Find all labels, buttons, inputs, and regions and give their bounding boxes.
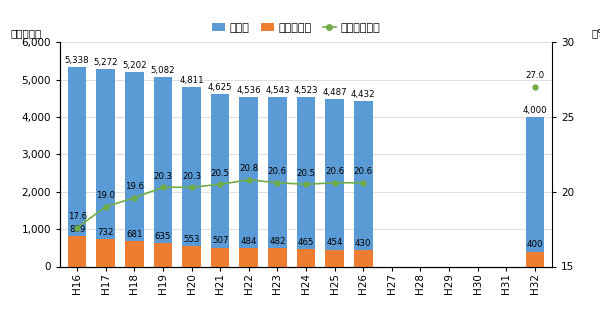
Bar bbox=[154, 77, 172, 266]
Text: 553: 553 bbox=[184, 235, 200, 244]
Text: 507: 507 bbox=[212, 237, 229, 245]
Text: 20.6: 20.6 bbox=[325, 167, 344, 176]
Text: 20.6: 20.6 bbox=[268, 167, 287, 176]
Text: 635: 635 bbox=[155, 232, 171, 241]
Text: 19.6: 19.6 bbox=[125, 182, 144, 191]
Text: 4,536: 4,536 bbox=[236, 86, 261, 95]
Text: 20.3: 20.3 bbox=[182, 172, 201, 181]
Bar bbox=[125, 241, 143, 266]
Legend: 排出量, 最終処分量, リサイクル率: 排出量, 最終処分量, リサイクル率 bbox=[208, 19, 385, 38]
Text: 20.5: 20.5 bbox=[296, 169, 316, 177]
Bar bbox=[182, 246, 201, 266]
Text: 732: 732 bbox=[98, 228, 114, 237]
Text: 484: 484 bbox=[241, 237, 257, 246]
Bar bbox=[154, 243, 172, 266]
Text: 5,082: 5,082 bbox=[151, 66, 175, 74]
Bar bbox=[239, 248, 258, 266]
Bar bbox=[97, 70, 115, 266]
Text: 20.6: 20.6 bbox=[353, 167, 373, 176]
Text: 20.3: 20.3 bbox=[154, 172, 173, 181]
Bar bbox=[239, 97, 258, 266]
Text: 465: 465 bbox=[298, 238, 314, 247]
Bar bbox=[526, 252, 544, 266]
Text: 681: 681 bbox=[126, 230, 143, 239]
Bar bbox=[97, 239, 115, 266]
Text: 4,523: 4,523 bbox=[293, 86, 319, 96]
Text: （万トン）: （万トン） bbox=[11, 28, 42, 38]
Text: 400: 400 bbox=[527, 240, 543, 250]
Bar bbox=[182, 87, 201, 266]
Text: 4,000: 4,000 bbox=[523, 106, 547, 115]
Bar bbox=[297, 98, 315, 266]
Text: 4,543: 4,543 bbox=[265, 86, 290, 95]
Text: （%）: （%） bbox=[592, 28, 600, 38]
Text: 4,811: 4,811 bbox=[179, 76, 204, 84]
Text: 4,432: 4,432 bbox=[351, 90, 376, 99]
Text: 4,625: 4,625 bbox=[208, 83, 232, 92]
Bar bbox=[526, 117, 544, 266]
Text: 430: 430 bbox=[355, 240, 371, 248]
Bar bbox=[211, 248, 229, 266]
Bar bbox=[297, 249, 315, 266]
Bar bbox=[268, 249, 287, 266]
Text: 17.6: 17.6 bbox=[68, 212, 87, 221]
Text: 454: 454 bbox=[326, 239, 343, 247]
Bar bbox=[211, 94, 229, 266]
Bar bbox=[354, 251, 373, 266]
Bar bbox=[125, 72, 143, 266]
Text: 809: 809 bbox=[69, 225, 85, 234]
Bar bbox=[68, 67, 86, 266]
Text: 19.0: 19.0 bbox=[96, 191, 115, 200]
Text: 482: 482 bbox=[269, 238, 286, 246]
Text: 5,202: 5,202 bbox=[122, 61, 146, 70]
Text: 27.0: 27.0 bbox=[525, 72, 544, 80]
Bar bbox=[325, 99, 344, 266]
Text: 20.8: 20.8 bbox=[239, 164, 259, 173]
Bar bbox=[68, 236, 86, 266]
Bar bbox=[325, 250, 344, 266]
Text: 5,272: 5,272 bbox=[94, 58, 118, 67]
Text: 4,487: 4,487 bbox=[322, 88, 347, 97]
Text: 20.5: 20.5 bbox=[211, 169, 230, 177]
Text: 5,338: 5,338 bbox=[65, 56, 89, 65]
Bar bbox=[354, 101, 373, 266]
Bar bbox=[268, 97, 287, 266]
